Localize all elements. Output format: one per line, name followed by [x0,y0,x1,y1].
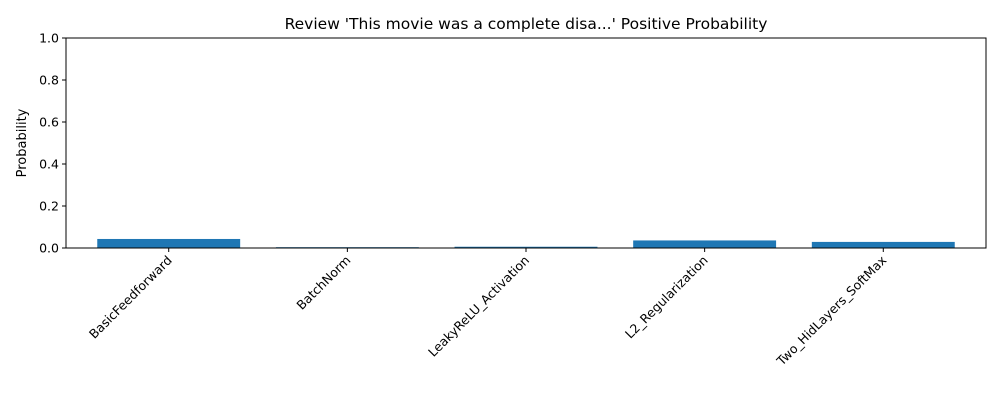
bar-two-hidlayers-softmax [811,241,955,248]
y-tick-label: 0.8 [39,73,59,88]
y-tick-label: 0.6 [39,115,59,130]
bars-group [97,238,955,248]
plot-area-frame [65,37,987,249]
bar-leakyrelu-activation [454,246,598,248]
x-tick-label: Two_HidLayers_SoftMax [773,253,889,369]
x-tick-label: BatchNorm [293,253,353,313]
x-tick-label: LeakyReLU_Activation [425,253,532,360]
y-tick-label: 1.0 [39,31,59,46]
y-tick-label: 0.0 [39,241,59,256]
bar-l2-regularization [633,240,777,248]
chart-title: Review 'This movie was a complete disa..… [285,15,768,33]
x-tick-label: BasicFeedforward [86,253,175,342]
x-axis-ticks: BasicFeedforward BatchNorm LeakyReLU_Activ… [86,248,889,369]
y-tick-label: 0.2 [39,199,59,214]
y-axis-ticks: 0.0 0.2 0.4 0.6 0.8 1.0 [39,31,66,256]
y-tick-label: 0.4 [39,157,59,172]
x-tick-label: L2_Regularization [622,253,711,342]
y-axis-label: Probability [15,108,30,177]
bar-basicfeedforward [97,238,241,248]
